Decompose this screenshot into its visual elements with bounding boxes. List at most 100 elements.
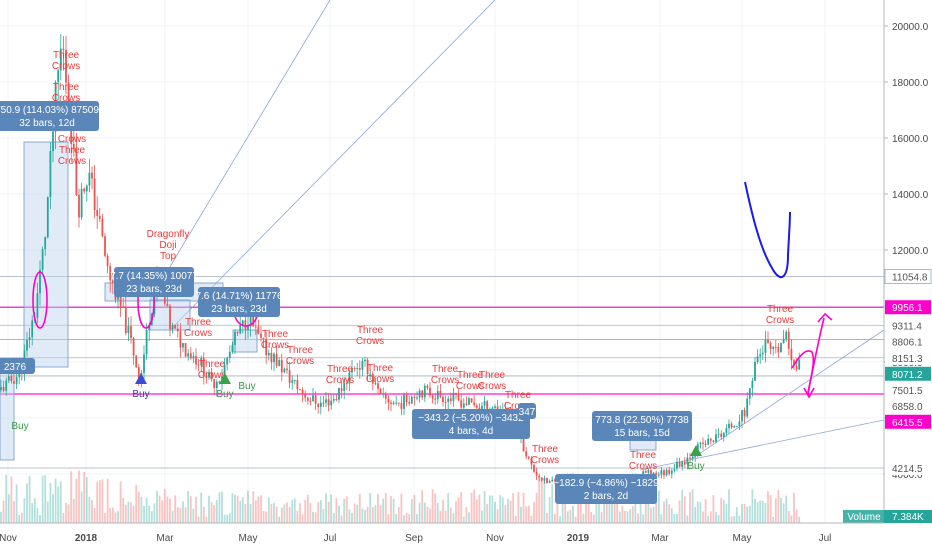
volume-bar [600, 512, 603, 523]
pattern-label-line: Three [199, 359, 226, 370]
candle-body [257, 326, 260, 334]
volume-bar [421, 490, 424, 523]
candle-body [798, 359, 801, 370]
volume-bar [348, 509, 351, 523]
volume-bar [551, 484, 554, 523]
candle-body [75, 149, 78, 195]
price-tag-bg [885, 334, 931, 349]
volume-bar [36, 508, 39, 523]
range-box [23, 141, 69, 368]
candle-body [187, 353, 190, 357]
candle-body [83, 188, 86, 192]
volume-bar [148, 505, 151, 523]
price-tag: 8806.1 [885, 334, 931, 349]
volume-bar [306, 494, 309, 523]
pattern-label-line: Crows [366, 374, 394, 385]
volume-badge: Volume 7.384K [843, 510, 932, 523]
trend-line [149, 0, 331, 301]
candle-body [52, 131, 54, 152]
volume-bar [197, 516, 200, 523]
pattern-label-line: Crows [58, 156, 86, 167]
price-axis-bg [884, 0, 932, 523]
volume-bar [410, 499, 413, 523]
volume-bar [351, 512, 353, 523]
volume-bar [382, 498, 385, 523]
volume-badge-value: 7.384K [892, 512, 924, 523]
price-tag-text: 8071.2 [892, 370, 923, 381]
volume-bar [265, 511, 268, 523]
volume-bar [629, 509, 632, 523]
candle-body [712, 440, 715, 442]
candle-body [699, 442, 702, 445]
volume-bar [161, 500, 164, 523]
candle-body [408, 402, 411, 404]
volume-bar [111, 507, 114, 523]
volume-bar [13, 501, 15, 523]
candle-body [704, 443, 707, 445]
volume-bar [468, 512, 470, 523]
volume-bar [455, 501, 457, 523]
candle-body [265, 338, 268, 356]
projection-up [807, 312, 833, 393]
pattern-label-line: Crows [456, 381, 484, 392]
measure-box-bg [0, 101, 99, 131]
measure-box-text: 7.6 (14.71%) 11776 [195, 291, 283, 302]
volume-bar [26, 483, 28, 523]
volume-bar [364, 510, 366, 523]
volume-bar [538, 478, 541, 523]
candle-body [538, 475, 541, 478]
volume-bar [525, 506, 528, 523]
candle-body [13, 381, 15, 384]
volume-bar [288, 507, 291, 523]
candle-body [312, 395, 314, 402]
volume-bar [572, 505, 574, 523]
candle-body [49, 151, 52, 198]
volume-bar [153, 503, 156, 523]
volume-bar [273, 502, 275, 523]
candle-body [369, 373, 372, 375]
volume-bar [62, 512, 65, 523]
price-tag: 9311.4 [885, 318, 931, 333]
candle-body [7, 376, 10, 381]
candle-body [309, 400, 312, 402]
grid [0, 0, 884, 523]
volume-bar [390, 496, 392, 523]
candle-body [754, 361, 756, 381]
price-tick-label: 16000.0 [892, 134, 929, 145]
candle-body [410, 396, 413, 404]
candle-body [306, 397, 309, 401]
volume-bar [31, 503, 34, 523]
volume-bar [163, 489, 166, 523]
candle-body [374, 383, 377, 385]
volume-bar [210, 502, 213, 523]
volume-bar [239, 500, 242, 523]
candle-body [26, 339, 28, 351]
volume-bar [98, 480, 101, 523]
volume-bar [546, 513, 548, 523]
time-tick-label: May [239, 533, 258, 544]
volume-bar [543, 481, 546, 523]
pattern-label-line: Three [532, 444, 559, 455]
candle-body [335, 399, 338, 401]
volume-bar [605, 492, 608, 523]
candle-body [777, 346, 780, 353]
candle-body [527, 456, 530, 459]
measure-box-text: 32 bars, 12d [19, 118, 75, 129]
volume-bar [452, 513, 455, 523]
volume-bar [18, 515, 21, 523]
candle-body [673, 468, 676, 471]
trend-lines [149, 0, 885, 471]
volume-bar [260, 495, 262, 523]
buy-label: Buy [11, 421, 28, 432]
candle-body [709, 438, 712, 441]
volume-bar [397, 507, 400, 523]
candle-body [743, 410, 746, 417]
volume-bar [72, 499, 75, 523]
candle-body [231, 345, 234, 352]
volume-bar [93, 507, 96, 523]
candle-body [205, 376, 208, 378]
volume-bar [457, 497, 460, 523]
